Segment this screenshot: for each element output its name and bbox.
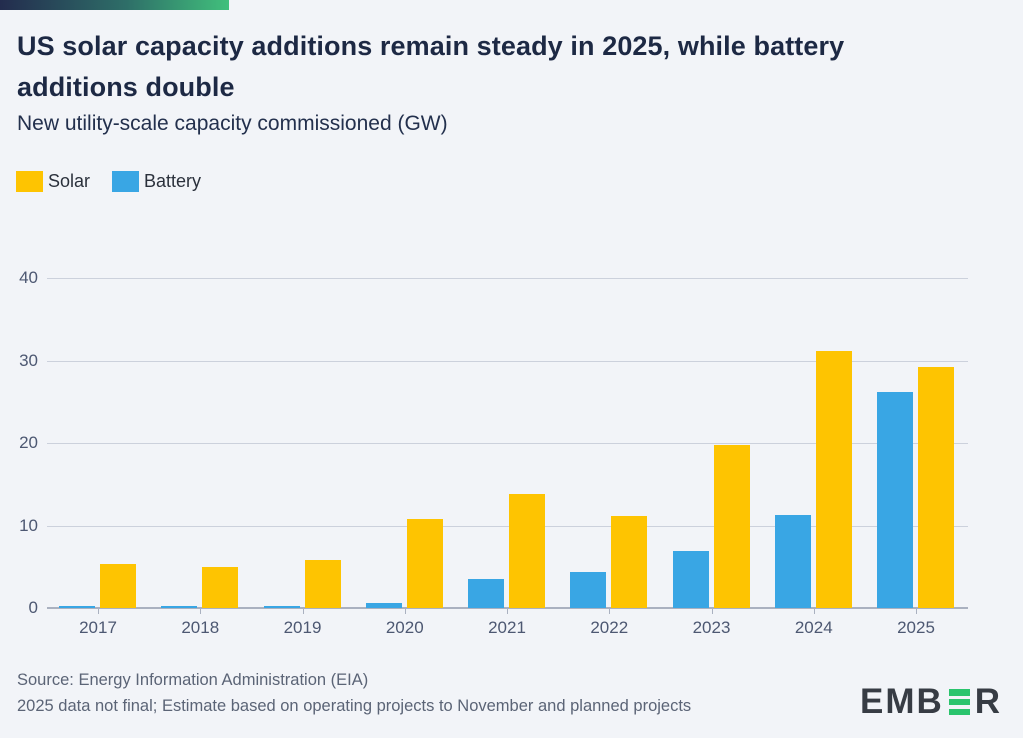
- x-tick-2025: [916, 608, 917, 614]
- brand-gradient-bar: [0, 0, 229, 10]
- source-line1: Source: Energy Information Administratio…: [17, 671, 369, 689]
- x-tick-2017: [98, 608, 99, 614]
- gridline-20: [47, 443, 968, 444]
- chart-legend: Solar Battery: [16, 171, 201, 192]
- bar-battery-2018: [161, 605, 198, 608]
- legend-label: Solar: [48, 171, 91, 191]
- x-tick-2023: [711, 608, 713, 614]
- legend-item-solar: Solar: [16, 171, 90, 192]
- gridline-30: [47, 360, 968, 362]
- bar-battery-2024: [774, 514, 811, 608]
- bar-battery-2022: [570, 571, 607, 608]
- chart-subtitle: New utility-scale capacity commissioned …: [17, 112, 448, 135]
- bar-battery-2025: [877, 391, 913, 608]
- page-title: US solar capacity additions remain stead…: [17, 26, 844, 108]
- bar-solar-2022: [611, 515, 648, 608]
- x-tick-label-2020: 2020: [385, 618, 424, 637]
- x-tick-2018: [200, 608, 202, 614]
- gridline-40: [47, 278, 968, 279]
- legend-swatch-solar: [16, 171, 43, 192]
- x-tick-label-2018: 2018: [181, 618, 220, 637]
- legend-item-battery: Battery: [112, 171, 201, 192]
- page-title-line2: additions double: [17, 72, 235, 102]
- page-title-line1: US solar capacity additions remain stead…: [17, 31, 845, 61]
- bar-solar-2023: [713, 445, 750, 608]
- x-tick-2019: [302, 608, 304, 614]
- x-tick-2020: [404, 608, 406, 614]
- legend-swatch-battery: [112, 171, 140, 192]
- bar-solar-2025: [918, 367, 954, 608]
- gridline-10: [47, 525, 968, 527]
- source-note: Source: Energy Information Administratio…: [17, 667, 691, 719]
- ember-logo-green-e-icon: [948, 689, 970, 715]
- x-tick-2024: [813, 608, 815, 614]
- x-tick-label-2024: 2024: [794, 618, 833, 637]
- source-line2: 2025 data not final; Estimate based on o…: [17, 697, 692, 715]
- x-tick-label-2021: 2021: [488, 618, 526, 637]
- bar-battery-2021: [468, 579, 504, 608]
- bar-solar-2020: [406, 518, 443, 608]
- bar-solar-2024: [815, 350, 852, 608]
- legend-label: Battery: [144, 171, 202, 191]
- bar-battery-2020: [365, 603, 402, 608]
- x-tick-2021: [507, 608, 508, 614]
- x-tick-label-2025: 2025: [897, 618, 935, 637]
- ember-logo-suffix: R: [974, 682, 1003, 721]
- x-tick-label-2019: 2019: [283, 618, 322, 637]
- x-tick-label-2023: 2023: [692, 618, 731, 637]
- x-tick-2022: [609, 608, 611, 614]
- y-tick-label-10: 10: [19, 515, 38, 535]
- x-tick-label-2022: 2022: [590, 618, 629, 637]
- y-tick-label-40: 40: [19, 268, 38, 287]
- y-tick-label-30: 30: [19, 350, 38, 370]
- y-tick-label-0: 0: [28, 598, 38, 617]
- ember-logo-prefix: EMB: [860, 682, 944, 721]
- bar-solar-2018: [202, 566, 239, 608]
- bar-battery-2023: [672, 551, 709, 608]
- x-tick-label-2017: 2017: [79, 618, 117, 637]
- bar-battery-2017: [59, 606, 95, 608]
- y-tick-label-20: 20: [19, 433, 38, 452]
- ember-logo: EMB R: [860, 682, 1002, 722]
- bar-solar-2019: [304, 560, 341, 608]
- bar-solar-2021: [509, 494, 545, 608]
- bar-solar-2017: [100, 564, 136, 608]
- bar-battery-2019: [263, 605, 300, 608]
